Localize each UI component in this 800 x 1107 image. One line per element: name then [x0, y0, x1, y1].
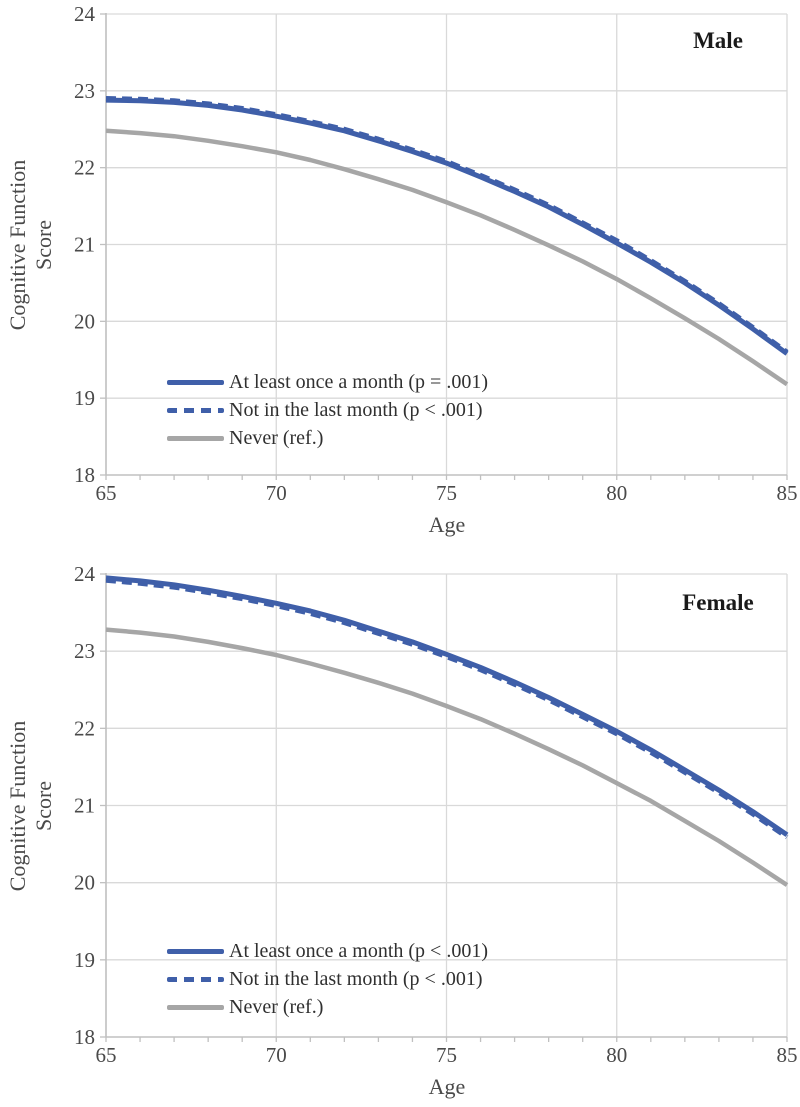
solid-blue-line-sample — [167, 948, 224, 954]
svg-text:23: 23 — [74, 79, 95, 103]
y-axis-title-line1: Cognitive Function — [5, 159, 30, 331]
svg-text:65: 65 — [96, 481, 117, 505]
legend-item: Not in the last month (p < .001) — [167, 965, 488, 993]
legend-item: Never (ref.) — [167, 424, 488, 452]
y-axis-title-female: Cognitive Function Score — [5, 626, 59, 986]
legend-female: At least once a month (p < .001) Not in … — [167, 937, 488, 1021]
svg-text:75: 75 — [436, 1043, 457, 1067]
svg-text:19: 19 — [74, 948, 95, 972]
dashed-blue-line-sample — [167, 407, 224, 413]
y-axis-title-male: Cognitive Function Score — [5, 65, 59, 425]
legend-label: At least once a month (p < .001) — [229, 939, 488, 962]
legend-label: Never (ref.) — [229, 995, 324, 1018]
dashed-blue-line-sample — [167, 976, 224, 982]
solid-gray-line-sample — [167, 435, 224, 441]
solid-blue-line-sample — [167, 379, 224, 385]
legend-item: At least once a month (p = .001) — [167, 368, 488, 396]
y-axis-title-line2: Score — [31, 780, 56, 832]
svg-text:18: 18 — [74, 463, 95, 487]
svg-text:70: 70 — [266, 1043, 287, 1067]
svg-text:18: 18 — [74, 1025, 95, 1049]
panel-title-male: Male — [693, 28, 743, 53]
legend-label: Not in the last month (p < .001) — [229, 398, 483, 421]
svg-text:20: 20 — [74, 871, 95, 895]
svg-text:85: 85 — [777, 1043, 798, 1067]
svg-text:20: 20 — [74, 309, 95, 333]
panel-title-female: Female — [682, 590, 754, 615]
legend-item: At least once a month (p < .001) — [167, 937, 488, 965]
svg-text:80: 80 — [606, 481, 627, 505]
svg-text:85: 85 — [777, 481, 798, 505]
legend-item: Never (ref.) — [167, 993, 488, 1021]
x-axis-title-female: Age — [428, 1074, 466, 1099]
svg-text:75: 75 — [436, 481, 457, 505]
legend-label: Not in the last month (p < .001) — [229, 967, 483, 990]
solid-gray-line-sample — [167, 1004, 224, 1010]
legend-item: Not in the last month (p < .001) — [167, 396, 488, 424]
svg-text:21: 21 — [74, 233, 95, 257]
legend-male: At least once a month (p = .001) Not in … — [167, 368, 488, 452]
svg-text:24: 24 — [74, 562, 96, 586]
svg-text:23: 23 — [74, 639, 95, 663]
svg-text:80: 80 — [606, 1043, 627, 1067]
svg-text:65: 65 — [96, 1043, 117, 1067]
y-axis-title-line2: Score — [31, 219, 56, 271]
svg-text:22: 22 — [74, 716, 95, 740]
svg-text:70: 70 — [266, 481, 287, 505]
svg-text:19: 19 — [74, 386, 95, 410]
x-axis-title-male: Age — [428, 512, 466, 537]
legend-label: Never (ref.) — [229, 426, 324, 449]
svg-text:24: 24 — [74, 2, 96, 26]
svg-text:21: 21 — [74, 794, 95, 818]
legend-label: At least once a month (p = .001) — [229, 370, 488, 393]
y-axis-title-line1: Cognitive Function — [5, 720, 30, 892]
svg-text:22: 22 — [74, 156, 95, 180]
